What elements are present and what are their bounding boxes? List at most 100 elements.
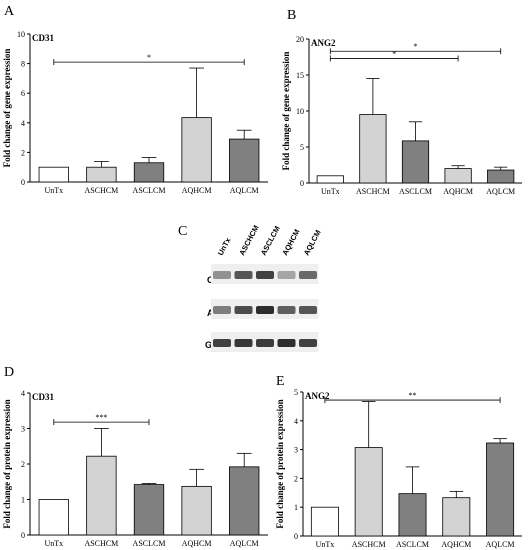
bar-aqlcm bbox=[487, 169, 515, 184]
x-tick-label: AQLCM bbox=[486, 540, 515, 549]
panel-letter-d: D bbox=[4, 365, 14, 380]
chart-e-ang2-protein: 0 1 2 3 4 5 Fold change of protein expression A… bbox=[275, 388, 522, 549]
x-tick-label: ASCHCM bbox=[356, 187, 390, 196]
blot-band bbox=[256, 339, 274, 347]
y-tick-label: 8 bbox=[21, 60, 25, 69]
blot-band bbox=[277, 339, 296, 347]
y-tick-label: 5 bbox=[294, 388, 298, 397]
bar-aqhcm bbox=[444, 168, 472, 184]
x-tick-label: UnTx bbox=[316, 540, 335, 549]
bar-asclcm bbox=[133, 484, 165, 536]
significance-label: *** bbox=[95, 413, 107, 422]
blot-band bbox=[299, 271, 317, 279]
chart-inner-title: ANG2 bbox=[305, 391, 330, 401]
x-tick-label: AQLCM bbox=[486, 187, 515, 196]
blot-band bbox=[234, 339, 253, 347]
bar-aschcm bbox=[354, 447, 383, 537]
blot-band bbox=[277, 271, 296, 279]
significance-label: * bbox=[147, 53, 151, 62]
x-tick-label: ASCLCM bbox=[396, 540, 429, 549]
blot-band bbox=[299, 339, 317, 347]
y-tick-label: 5 bbox=[300, 143, 304, 152]
chart-inner-title: CD31 bbox=[32, 33, 54, 43]
y-tick-label: 6 bbox=[21, 89, 25, 98]
blot-lane-label: UnTx bbox=[216, 235, 233, 257]
x-tick-label: ASCHCM bbox=[352, 540, 386, 549]
blot-band bbox=[277, 306, 296, 314]
blot-band bbox=[234, 306, 253, 314]
y-tick-label: 2 bbox=[21, 148, 25, 157]
x-tick-label: AQHCM bbox=[182, 186, 212, 195]
blot-band bbox=[234, 271, 253, 279]
chart-inner-title: ANG2 bbox=[311, 38, 336, 48]
bar-aqhcm bbox=[181, 485, 212, 536]
significance-label: * bbox=[414, 42, 418, 51]
y-axis-title: Fold change of gene expression bbox=[2, 49, 12, 168]
blot-band bbox=[213, 271, 231, 279]
bar-aqlcm bbox=[486, 442, 515, 537]
bar-aschcm bbox=[86, 166, 117, 183]
y-tick-label: 4 bbox=[21, 119, 25, 128]
significance-label: * bbox=[392, 49, 396, 58]
bar-asclcm bbox=[401, 140, 430, 184]
y-tick-label: 10 bbox=[17, 30, 25, 39]
y-tick-label: 3 bbox=[294, 446, 298, 455]
y-tick-label: 2 bbox=[21, 460, 25, 469]
x-tick-label: UnTx bbox=[321, 187, 340, 196]
blot-lane-label: AQHCM bbox=[280, 228, 301, 257]
blot-band bbox=[213, 306, 231, 314]
panel-letter-a: A bbox=[4, 4, 15, 19]
bar-asclcm bbox=[133, 162, 165, 183]
bar-aschcm bbox=[359, 114, 387, 184]
panel-letter-c: C bbox=[178, 224, 187, 239]
bar-untx bbox=[38, 499, 69, 536]
x-tick-label: ASCLCM bbox=[399, 187, 432, 196]
x-tick-label: AQLCM bbox=[230, 186, 259, 195]
x-tick-label: AQHCM bbox=[441, 540, 471, 549]
blot-band bbox=[256, 271, 274, 279]
bar-untx bbox=[316, 175, 344, 184]
bar-untx bbox=[310, 506, 339, 537]
y-tick-label: 2 bbox=[294, 474, 298, 483]
x-tick-label: ASCHCM bbox=[85, 186, 119, 195]
y-tick-label: 4 bbox=[21, 389, 25, 398]
y-tick-label: 1 bbox=[21, 496, 25, 505]
blot-lane-label: ASCHCM bbox=[237, 224, 260, 257]
x-tick-label: AQHCM bbox=[443, 187, 473, 196]
y-tick-label: 3 bbox=[21, 425, 25, 434]
x-tick-label: ASCLCM bbox=[133, 539, 166, 548]
y-tick-label: 1 bbox=[294, 503, 298, 512]
bar-aqlcm bbox=[229, 466, 260, 536]
blot-band bbox=[213, 339, 231, 347]
bar-aqhcm bbox=[442, 497, 471, 537]
y-axis-title: Fold change of protein expression bbox=[275, 399, 285, 528]
bar-aqhcm bbox=[181, 117, 212, 183]
y-tick-label: 0 bbox=[21, 178, 25, 187]
panel-letter-b: B bbox=[287, 8, 296, 23]
panel-letter-e: E bbox=[276, 374, 285, 389]
bar-aqlcm bbox=[229, 138, 260, 183]
chart-inner-title: CD31 bbox=[32, 392, 54, 402]
y-tick-label: 4 bbox=[294, 417, 298, 426]
y-tick-label: 20 bbox=[296, 35, 304, 44]
blot-lane-label: ASCLCM bbox=[259, 224, 282, 257]
x-tick-label: ASCLCM bbox=[133, 186, 166, 195]
y-tick-label: 0 bbox=[21, 531, 25, 540]
y-axis-title: Fold change of gene expression bbox=[281, 52, 291, 171]
blot-band bbox=[256, 306, 274, 314]
blot-bands bbox=[211, 264, 319, 352]
western-blot: CD31 ANG2 GAPDH UnTxASCHCMASCLCMAQHCMAQL… bbox=[205, 224, 323, 352]
x-tick-label: UnTx bbox=[44, 539, 63, 548]
x-tick-label: AQLCM bbox=[230, 539, 259, 548]
bar-aschcm bbox=[86, 455, 117, 536]
x-tick-label: UnTx bbox=[44, 186, 63, 195]
significance-label: ** bbox=[409, 391, 417, 400]
y-tick-label: 10 bbox=[296, 107, 304, 116]
chart-a-cd31-gene: 0 2 4 6 8 10 Fold change of gene expression CD3… bbox=[2, 30, 268, 195]
y-tick-label: 0 bbox=[294, 532, 298, 541]
blot-lane-label: AQLCM bbox=[302, 228, 323, 257]
y-axis-title: Fold change of protein expression bbox=[2, 399, 12, 528]
bar-asclcm bbox=[398, 493, 427, 537]
chart-d-cd31-protein: 0 1 2 3 4 Fold change of protein expression CD… bbox=[2, 389, 268, 548]
